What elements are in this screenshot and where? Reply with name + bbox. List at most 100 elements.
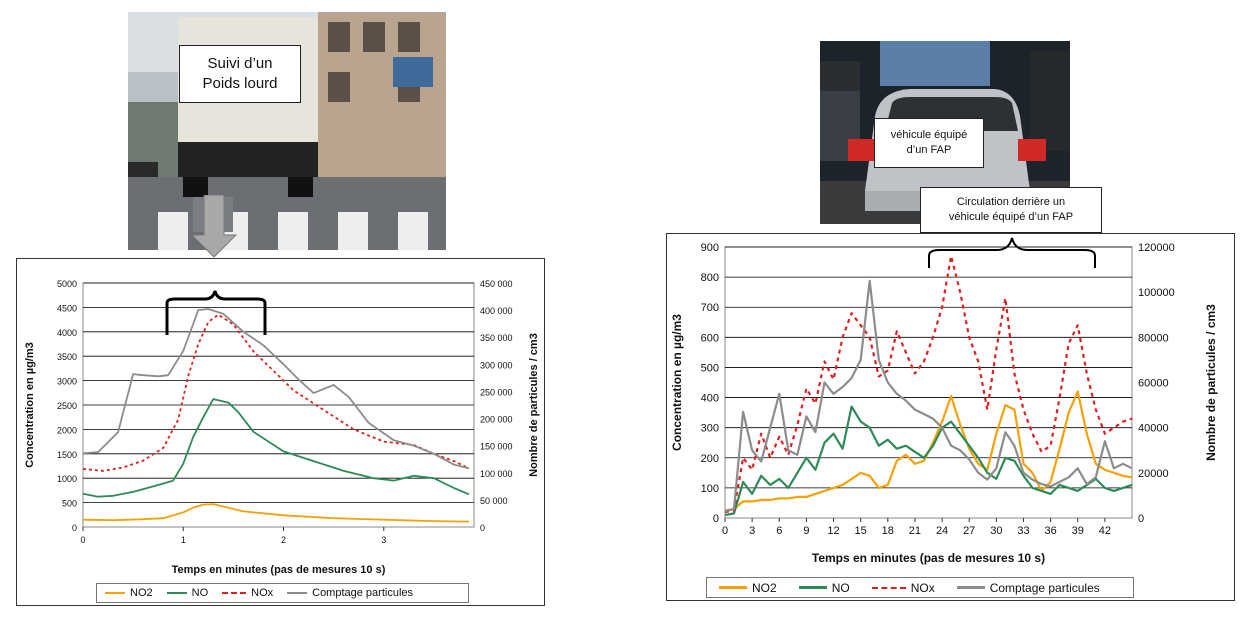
- right-chart-series-no: [724, 405, 1133, 517]
- right-chart-ytick-label: 700: [701, 302, 719, 314]
- right-chart-panel: 0 100 200 300 400 500 600 700 800 900 0 20000 40000 6…: [666, 233, 1235, 601]
- left-legend: NO2 NO NOx Comptage particules: [96, 583, 469, 603]
- left-chart-xtick-label: 3: [381, 535, 386, 545]
- right-chart-xtick-label: 27: [963, 525, 975, 537]
- left-chart-series-no2: [82, 503, 470, 523]
- left-chart-y2tick-label: 400 000: [480, 306, 513, 316]
- left-chart-y2tick-label: 350 000: [480, 333, 513, 343]
- right-legend-particles: Comptage particules: [956, 580, 1100, 595]
- right-chart-y2tick-label: 120000: [1138, 242, 1175, 254]
- truck-callout-line2: Poids lourd: [202, 75, 278, 92]
- right-chart-ytick-label: 300: [701, 423, 719, 435]
- right-chart-xlabel: Temps en minutes (pas de mesures 10 s): [812, 551, 1045, 565]
- right-chart-ylabel: Concentration en µg/m3: [670, 314, 684, 451]
- left-legend-no: NO: [166, 587, 209, 599]
- left-chart-y2tick-label: 50 000: [480, 496, 508, 506]
- left-legend-no-label: NO: [191, 587, 209, 599]
- left-chart-ylabel: Concentration en µg/m3: [24, 342, 36, 468]
- right-chart-xtick-label: 42: [1099, 525, 1111, 537]
- nox-swatch: [871, 586, 906, 589]
- right-chart-series-comptage-particules: [724, 279, 1133, 513]
- left-chart-ytick-label: 5000: [57, 279, 77, 289]
- no-swatch: [166, 592, 187, 594]
- no-swatch: [798, 586, 827, 589]
- right-legend-nox: NOx: [871, 580, 935, 595]
- left-chart-y2tick-label: 200 000: [480, 415, 513, 425]
- right-chart-xtick-label: 3: [749, 525, 755, 537]
- right-chart-y2label: Nombre de particules / cm3: [1204, 304, 1218, 461]
- left-chart-ytick-label: 3500: [57, 352, 77, 362]
- right-chart-xtick-label: 36: [1044, 525, 1056, 537]
- vehicle-callout-line1: véhicule équipé: [890, 129, 968, 141]
- left-legend-no2: NO2: [105, 587, 153, 599]
- right-chart-ytick-label: 600: [701, 332, 719, 344]
- left-chart-y2label: Nombre de particules / cm3: [528, 333, 540, 477]
- right-legend: NO2 NO NOx Comptage particules: [706, 577, 1134, 598]
- right-chart-xtick-label: 6: [776, 525, 782, 537]
- nox-swatch: [222, 592, 247, 594]
- truck-callout: Suivi d’un Poids lourd: [179, 45, 301, 103]
- left-chart-series-no: [82, 398, 470, 498]
- left-chart: 0 500 1000 1500 2000 2500 3000 3500 4000 4500 5000…: [24, 279, 540, 576]
- right-chart-xtick-label: 15: [855, 525, 867, 537]
- circulation-callout: Circulation derrière un véhicule équipé …: [920, 187, 1102, 233]
- right-chart-xtick-label: 33: [1017, 525, 1029, 537]
- left-chart-y2tick-label: 0: [480, 523, 485, 533]
- left-chart-ytick-label: 3000: [57, 377, 77, 387]
- right-legend-no: NO: [798, 580, 850, 595]
- left-chart-y2tick-label: 150 000: [480, 442, 513, 452]
- right-chart-plot-area: [724, 246, 1133, 519]
- left-chart-xlabel: Temps en minutes (pas de mesures 10 s): [172, 564, 386, 576]
- left-chart-y2tick-label: 100 000: [480, 469, 513, 479]
- circulation-callout-line1: Circulation derrière un: [956, 196, 1066, 208]
- right-chart-xtick-label: 21: [909, 525, 921, 537]
- left-chart-xtick-label: 0: [80, 535, 85, 545]
- left-chart-ytick-label: 500: [62, 499, 77, 509]
- right-chart-ytick-label: 900: [701, 242, 719, 254]
- right-chart-ytick-label: 400: [701, 393, 719, 405]
- right-chart-xtick-label: 39: [1072, 525, 1084, 537]
- left-chart-ytick-label: 4500: [57, 303, 77, 313]
- right-chart-xtick-label: 0: [722, 525, 728, 537]
- right-chart-y2tick-label: 80000: [1138, 332, 1169, 344]
- left-legend-nox-label: NOx: [251, 587, 274, 599]
- right-legend-no-label: NO: [831, 580, 850, 595]
- right-chart-xtick-label: 30: [990, 525, 1002, 537]
- right-bracket-icon: [928, 237, 1096, 268]
- right-chart-xtick-label: 24: [936, 525, 948, 537]
- right-chart-y2tick-label: 40000: [1138, 423, 1169, 435]
- particles-swatch: [287, 592, 308, 594]
- right-chart: 0100200300400500600700800900020000400006…: [670, 237, 1218, 565]
- left-legend-no2-label: NO2: [130, 587, 153, 599]
- left-chart-panel: 0 500 1000 1500 2000 2500 3000 3500 4000 4500 5000…: [16, 258, 545, 606]
- right-chart-ytick-label: 200: [701, 453, 719, 465]
- left-chart-y2tick-label: 450 000: [480, 279, 513, 289]
- right-legend-no2: NO2: [719, 581, 777, 595]
- vehicle-callout-line2: d’un FAP: [906, 144, 952, 156]
- left-legend-nox: NOx: [222, 587, 273, 599]
- truck-callout-line1: Suivi d’un: [207, 55, 273, 72]
- left-chart-series-comptage-particules: [82, 308, 470, 470]
- left-legend-particles-label: Comptage particules: [312, 587, 414, 599]
- left-chart-y2tick-label: 250 000: [480, 387, 513, 397]
- right-chart-xtick-label: 18: [882, 525, 894, 537]
- right-chart-ytick-label: 0: [713, 513, 719, 525]
- right-chart-ytick-label: 800: [701, 272, 719, 284]
- right-chart-xtick-label: 9: [803, 525, 809, 537]
- right-legend-no2-label: NO2: [752, 580, 777, 595]
- right-chart-y2tick-label: 20000: [1138, 468, 1169, 480]
- right-chart-xtick-label: 12: [827, 525, 839, 537]
- left-bracket-icon: [165, 290, 267, 335]
- right-legend-particles-label: Comptage particules: [989, 580, 1100, 595]
- no2-swatch: [719, 586, 747, 589]
- left-chart-y2tick-label: 300 000: [480, 360, 513, 370]
- right-legend-nox-label: NOx: [910, 580, 935, 595]
- left-chart-ytick-label: 4000: [57, 328, 77, 338]
- right-chart-y2tick-label: 100000: [1138, 287, 1175, 299]
- left-chart-ytick-label: 2500: [57, 401, 77, 411]
- left-chart-ytick-label: 0: [72, 523, 77, 533]
- right-chart-ytick-label: 100: [701, 483, 719, 495]
- left-chart-xtick-label: 2: [281, 535, 286, 545]
- no2-swatch: [105, 592, 125, 594]
- circulation-callout-line2: véhicule équipé d’un FAP: [948, 211, 1074, 223]
